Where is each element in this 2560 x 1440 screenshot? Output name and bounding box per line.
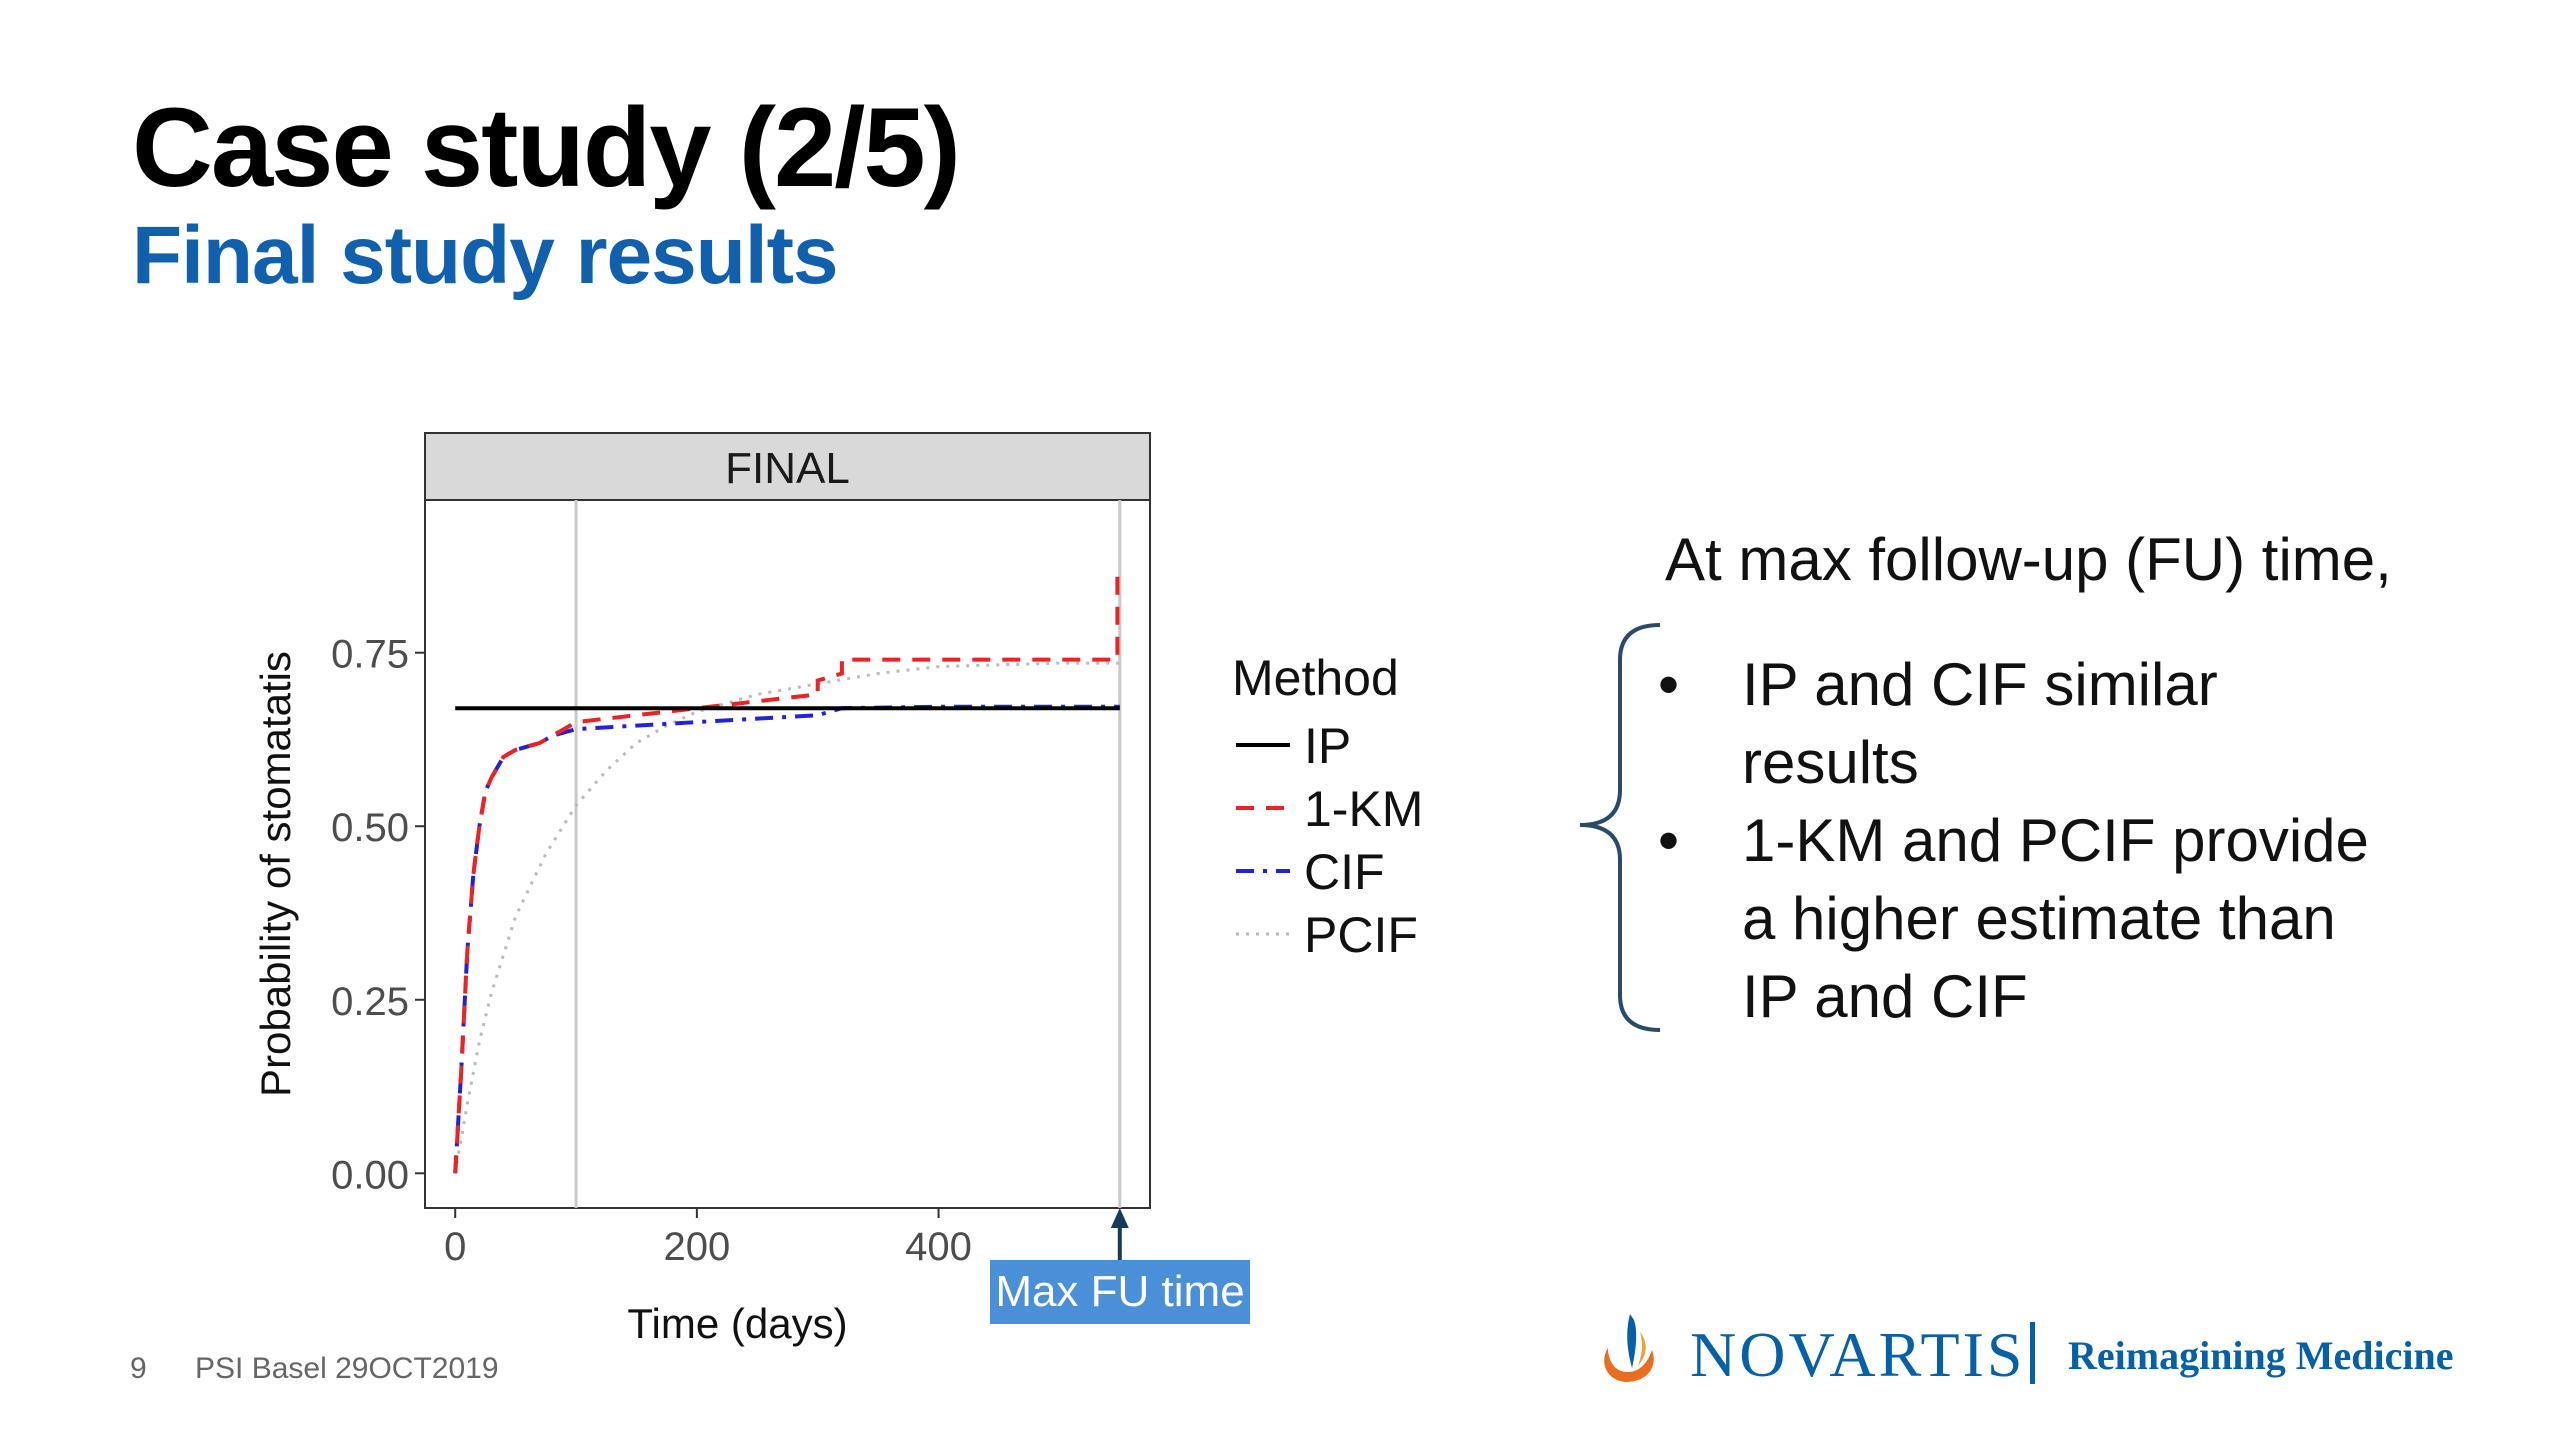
y-tick-label: 0.00 (331, 1153, 409, 1197)
max-fu-callout: Max FU time (990, 1260, 1250, 1324)
bullet-text-line: a higher estimate than (1742, 885, 2336, 952)
legend-title: Method (1232, 650, 1399, 706)
y-tick-label: 0.50 (331, 806, 409, 850)
series-line-pcif (453, 661, 1120, 1174)
legend-label-cif: CIF (1304, 844, 1385, 900)
bullet-marker: • (1658, 807, 1680, 874)
legend-label-1-km: 1-KM (1304, 781, 1423, 837)
bullet-text-line: IP and CIF similar (1742, 651, 2218, 718)
x-tick-label: 0 (444, 1225, 466, 1269)
slide-title: Case study (2/5) (132, 85, 961, 210)
novartis-wordmark: NOVARTIS (1690, 1319, 2026, 1390)
series-line-cif (453, 704, 1120, 1174)
bullet-text-line: 1-KM and PCIF provide (1742, 807, 2369, 874)
novartis-flame-icon (1604, 1314, 1654, 1382)
y-tick-label: 0.25 (331, 980, 409, 1024)
bullet-marker: • (1658, 651, 1680, 718)
x-tick-label: 400 (905, 1225, 972, 1269)
y-tick-label: 0.75 (331, 633, 409, 677)
bullet-text-line: IP and CIF (1742, 963, 2028, 1030)
logo-separator (2030, 1322, 2035, 1384)
footer-text: PSI Basel 29OCT2019 (195, 1352, 499, 1385)
plot-panel (424, 499, 1151, 1209)
facet-title: FINAL (725, 444, 850, 493)
bullet-text-line: results (1742, 729, 1919, 796)
series-line-1-km (453, 574, 1120, 1174)
x-axis-label: Time (days) (627, 1300, 847, 1347)
max-fu-arrow-head (1110, 1208, 1129, 1228)
y-axis-label: Probability of stomatatis (252, 651, 299, 1097)
brand-tagline: Reimagining Medicine (2068, 1333, 2454, 1378)
legend-label-pcif: PCIF (1304, 907, 1418, 963)
x-tick-label: 200 (664, 1225, 731, 1269)
commentary-heading: At max follow-up (FU) time, (1665, 526, 2392, 593)
page-number: 9 (130, 1352, 147, 1385)
curly-brace (1579, 623, 1661, 1032)
legend-label-ip: IP (1304, 718, 1351, 774)
slide-subtitle: Final study results (132, 210, 839, 301)
